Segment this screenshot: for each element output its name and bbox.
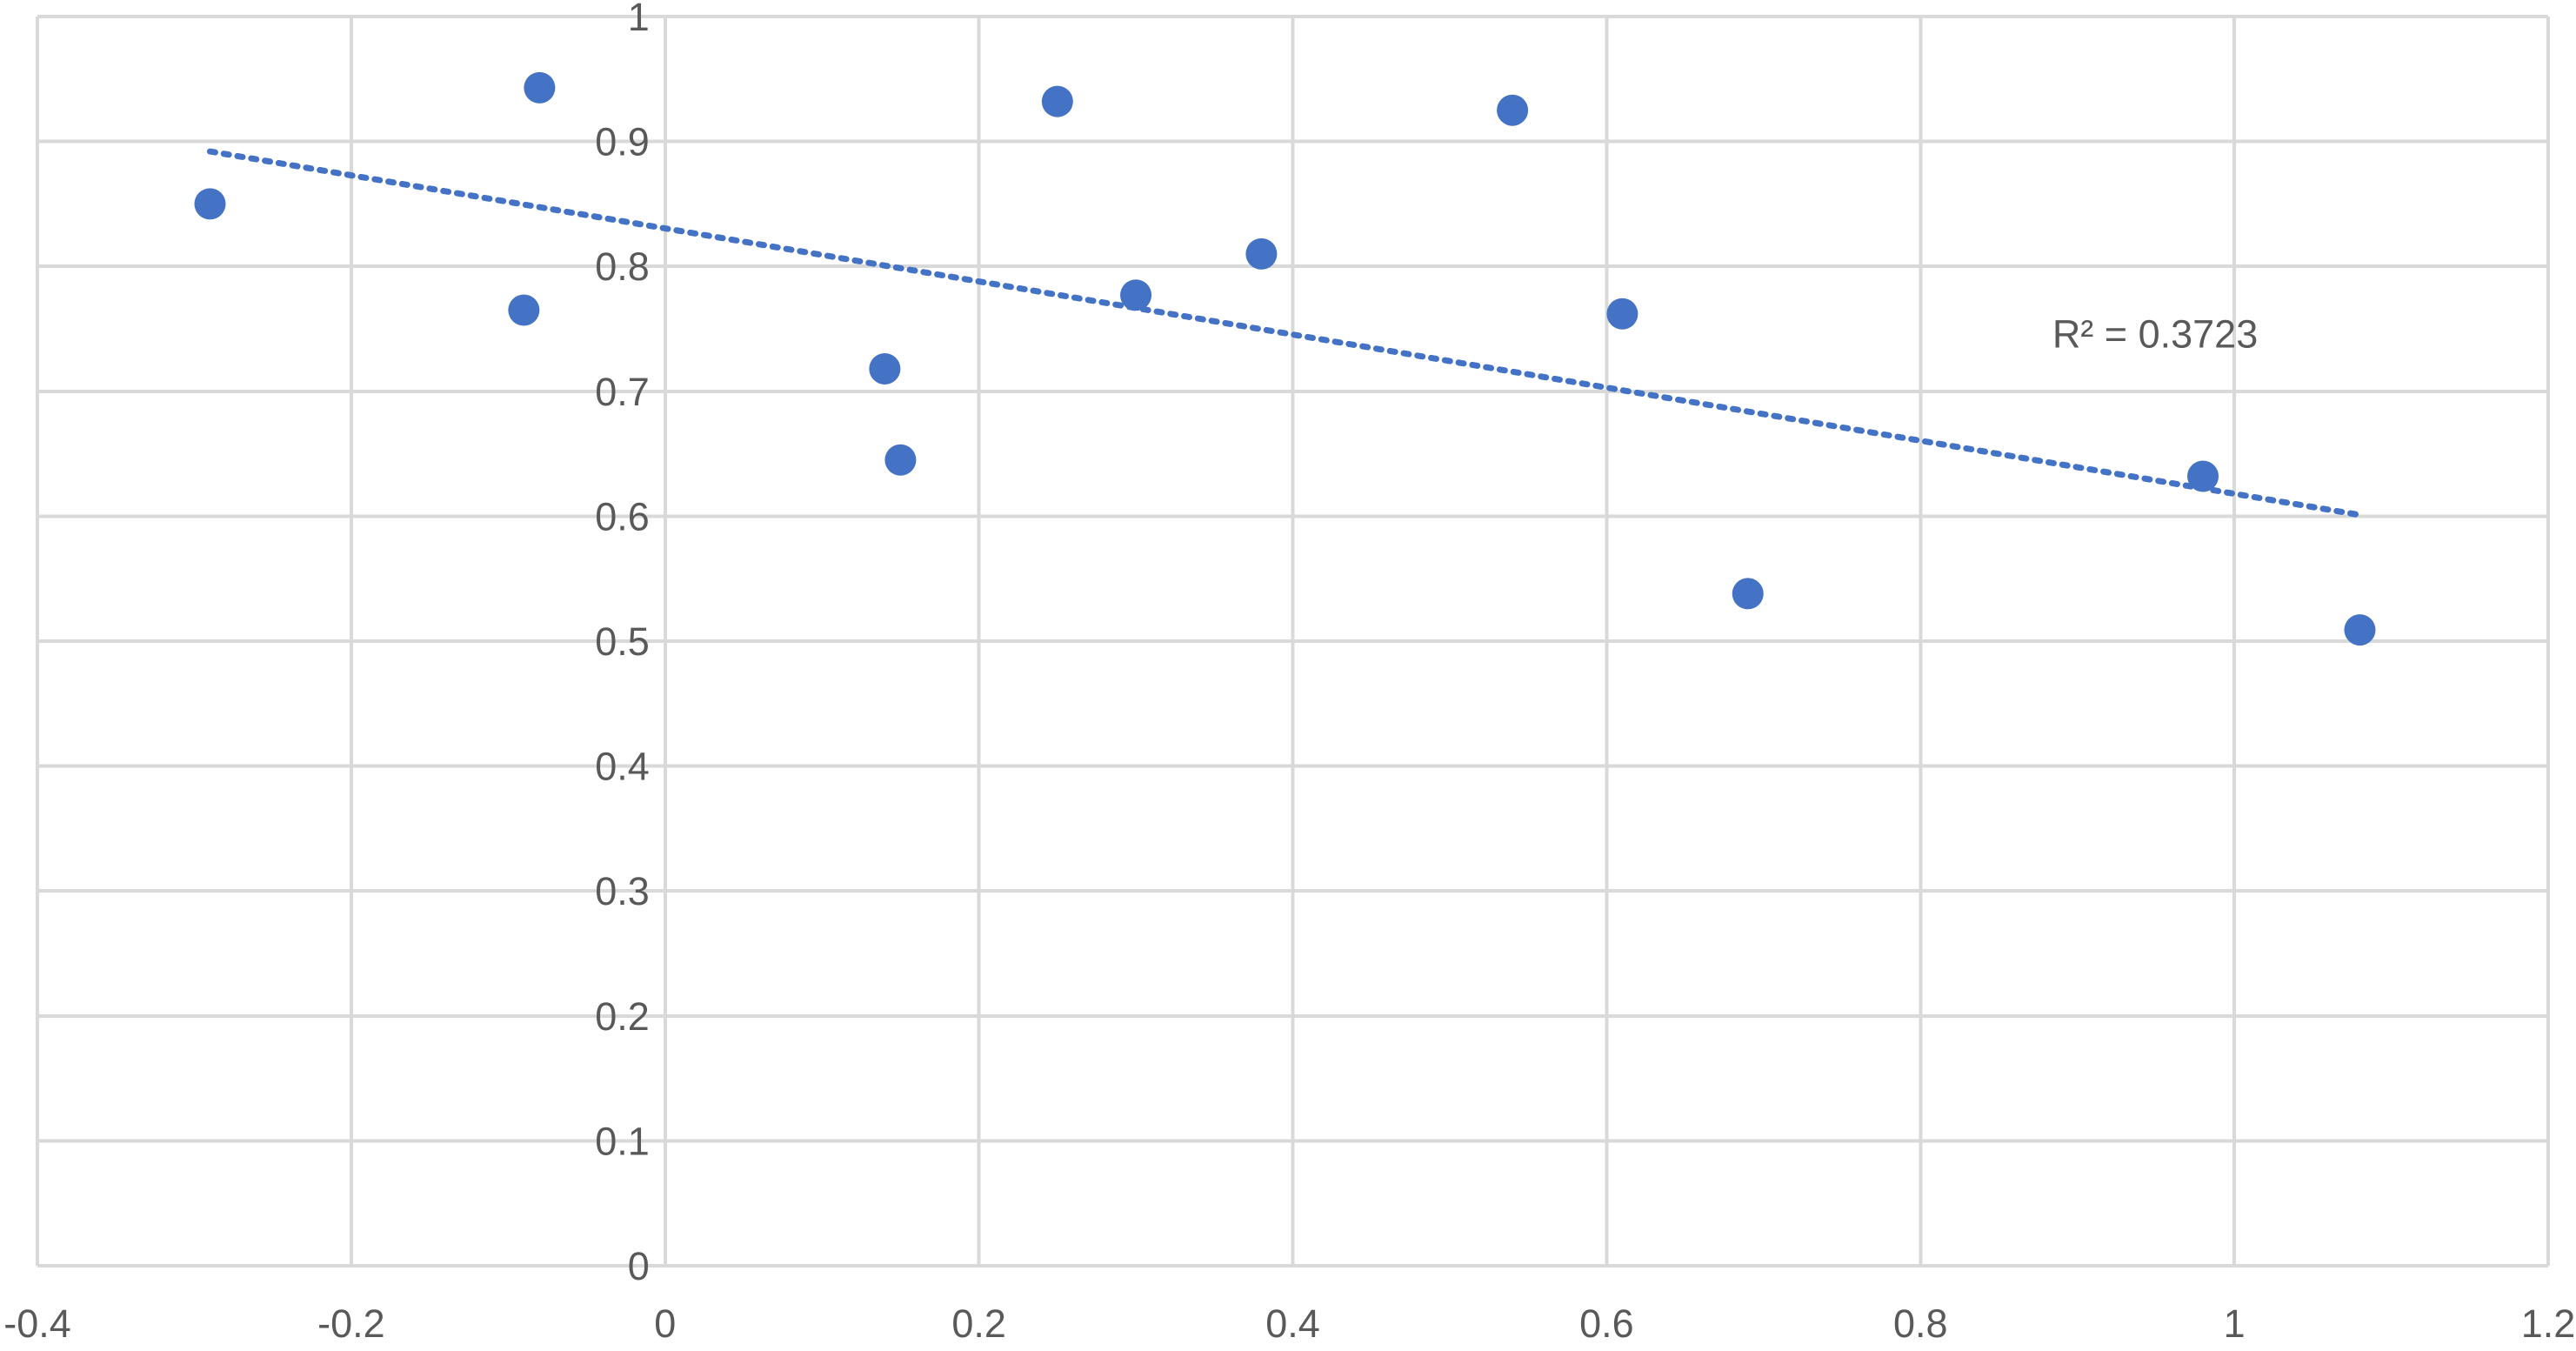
y-tick-label: 0.3 — [595, 869, 650, 913]
x-tick-label: 0 — [654, 1301, 676, 1346]
y-tick-label: 0.9 — [595, 120, 650, 164]
x-tick-label: 0.2 — [951, 1301, 1006, 1346]
data-point — [1606, 298, 1638, 330]
y-tick-label: 0 — [628, 1244, 650, 1288]
data-point — [1245, 237, 1278, 270]
data-point — [884, 444, 917, 476]
y-axis-tick-labels: 0 0.1 0.2 0.3 0.4 0.5 0.6 0.7 0.8 0.9 1 — [595, 0, 650, 1288]
data-point — [1041, 85, 1073, 117]
data-point — [1497, 94, 1529, 126]
data-point — [524, 71, 556, 104]
y-tick-label: 0.4 — [595, 745, 650, 789]
y-tick-label: 0.2 — [595, 994, 650, 1039]
r-squared-label: R² = 0.3723 — [2052, 312, 2258, 357]
x-tick-label: -0.4 — [3, 1301, 71, 1346]
annotations: R² = 0.3723 — [2052, 312, 2258, 357]
x-tick-label: 0.4 — [1265, 1301, 1320, 1346]
gridlines — [36, 15, 2550, 1267]
data-point — [2344, 614, 2376, 646]
trendline — [206, 148, 2363, 518]
y-tick-label: 0.1 — [595, 1119, 650, 1163]
data-points — [194, 71, 2376, 646]
data-point — [869, 352, 901, 385]
data-point — [508, 294, 540, 326]
data-point — [194, 188, 226, 220]
data-point — [2187, 460, 2219, 492]
y-tick-label: 0.8 — [595, 244, 650, 289]
data-point — [1120, 279, 1152, 311]
x-tick-label: 0.6 — [1579, 1301, 1634, 1346]
x-tick-label: -0.2 — [317, 1301, 385, 1346]
y-tick-label: 0.6 — [595, 494, 650, 538]
data-point — [1732, 578, 1764, 610]
x-tick-label: 1.2 — [2521, 1301, 2576, 1346]
trendline-group — [206, 148, 2363, 518]
x-axis-tick-labels: -0.4 -0.2 0 0.2 0.4 0.6 0.8 1 1.2 — [3, 1301, 2575, 1346]
y-tick-label: 0.7 — [595, 370, 650, 414]
y-tick-label: 1 — [628, 0, 650, 39]
x-tick-label: 1 — [2224, 1301, 2246, 1346]
x-tick-label: 0.8 — [1893, 1301, 1948, 1346]
y-tick-label: 0.5 — [595, 619, 650, 664]
